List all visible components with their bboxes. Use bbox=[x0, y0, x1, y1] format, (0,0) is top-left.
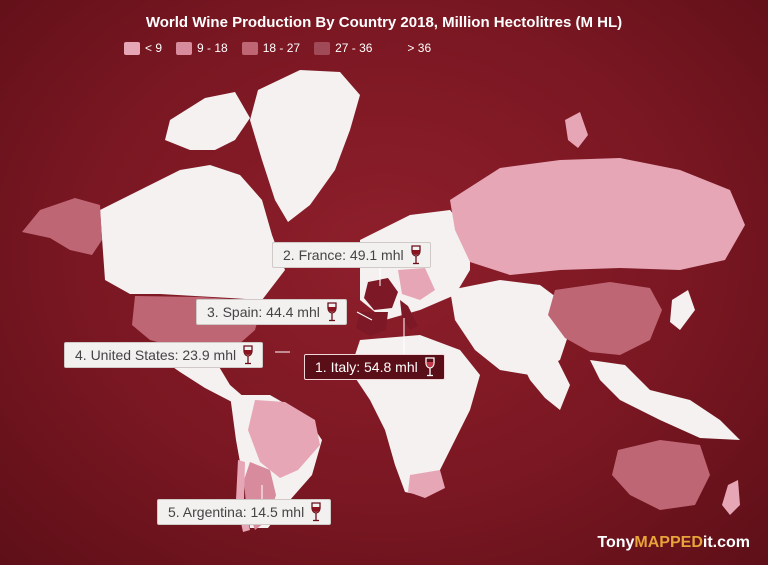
legend-swatch bbox=[241, 41, 258, 55]
wine-glass-icon bbox=[311, 502, 321, 522]
canada bbox=[100, 165, 285, 300]
brazil bbox=[248, 400, 320, 478]
legend-swatch bbox=[386, 41, 403, 55]
legend-swatch bbox=[176, 41, 193, 55]
china bbox=[548, 282, 662, 355]
callout-argentina-label: 5. Argentina: 14.5 mhl bbox=[168, 504, 305, 520]
callout-italy: 1. Italy: 54.8 mhl bbox=[304, 354, 445, 380]
legend-swatch bbox=[314, 41, 331, 55]
russia bbox=[450, 158, 745, 275]
callout-argentina: 5. Argentina: 14.5 mhl bbox=[157, 499, 332, 525]
callout-spain-label: 3. Spain: 44.4 mhl bbox=[207, 304, 320, 320]
greenland bbox=[250, 70, 360, 222]
legend-item: < 9 bbox=[124, 41, 162, 55]
legend: < 9 9 - 18 18 - 27 27 - 36 > 36 bbox=[124, 41, 431, 55]
legend-label: 27 - 36 bbox=[335, 41, 373, 55]
callout-united-states-label: 4. United States: 23.9 mhl bbox=[75, 347, 237, 363]
legend-item: 18 - 27 bbox=[241, 41, 301, 55]
wine-glass-icon bbox=[327, 302, 337, 322]
legend-swatch bbox=[124, 41, 140, 55]
france bbox=[364, 278, 398, 310]
legend-label: > 36 bbox=[407, 41, 432, 55]
alaska bbox=[22, 198, 102, 255]
callout-italy-label: 1. Italy: 54.8 mhl bbox=[315, 359, 418, 375]
callout-united-states: 4. United States: 23.9 mhl bbox=[64, 342, 264, 368]
wine-glass-icon bbox=[410, 245, 421, 265]
callout-spain: 3. Spain: 44.4 mhl bbox=[196, 299, 347, 325]
south-asia bbox=[520, 355, 570, 410]
legend-label: < 9 bbox=[145, 41, 163, 55]
legend-item: > 36 bbox=[386, 41, 431, 55]
arctic-islands bbox=[165, 92, 250, 150]
southeast-asia bbox=[590, 360, 740, 440]
novaya-zemlya bbox=[565, 112, 588, 148]
wine-glass-icon bbox=[243, 345, 253, 365]
middle-asia bbox=[450, 280, 570, 375]
legend-item: 9 - 18 bbox=[176, 41, 228, 55]
brand-part-3: it.com bbox=[702, 534, 750, 551]
south-africa bbox=[408, 470, 445, 498]
callout-france-label: 2. France: 49.1 mhl bbox=[283, 247, 404, 263]
brand-part-2: MAPPED bbox=[634, 534, 703, 551]
central-europe bbox=[398, 268, 435, 300]
legend-item: 27 - 36 bbox=[314, 41, 372, 55]
legend-label: 18 - 27 bbox=[262, 41, 301, 55]
italy bbox=[400, 300, 418, 330]
australia bbox=[612, 440, 710, 510]
spain bbox=[356, 312, 388, 336]
callout-france: 2. France: 49.1 mhl bbox=[272, 242, 431, 268]
new-zealand bbox=[722, 480, 740, 515]
brand-part-1: Tony bbox=[597, 534, 635, 551]
map-title: World Wine Production By Country 2018, M… bbox=[145, 14, 623, 31]
japan bbox=[670, 290, 695, 330]
wine-glass-icon bbox=[425, 357, 435, 377]
brand-logo: TonyMAPPEDit.com bbox=[597, 534, 750, 552]
legend-label: 9 - 18 bbox=[197, 41, 228, 55]
